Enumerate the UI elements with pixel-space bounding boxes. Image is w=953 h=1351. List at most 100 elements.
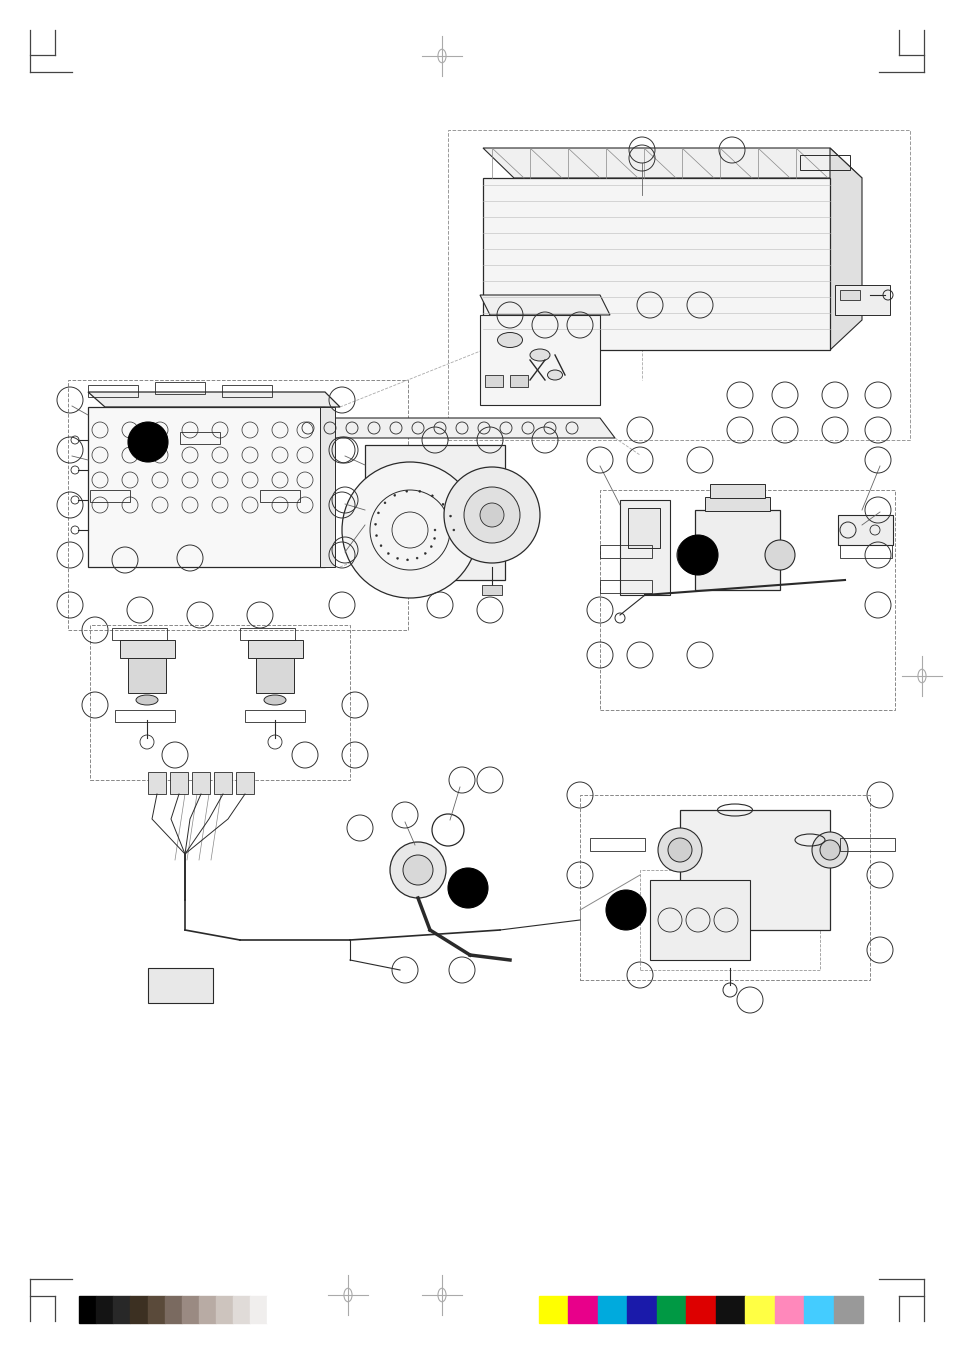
Bar [657, 1297, 686, 1323]
Circle shape [430, 546, 432, 547]
Bar [88, 407, 325, 567]
Bar [834, 285, 889, 315]
Circle shape [396, 558, 398, 559]
Bar [481, 585, 501, 594]
Bar [704, 497, 769, 511]
Circle shape [479, 503, 503, 527]
Bar [840, 544, 891, 558]
Bar [627, 1297, 657, 1323]
Bar [619, 500, 669, 594]
Circle shape [453, 530, 455, 531]
Circle shape [405, 490, 407, 492]
Bar [482, 178, 829, 350]
Circle shape [406, 559, 408, 561]
Circle shape [379, 544, 381, 547]
Circle shape [463, 486, 519, 543]
Bar [112, 628, 167, 640]
Bar [198, 1297, 215, 1323]
Circle shape [341, 462, 477, 598]
Bar [128, 658, 166, 693]
Polygon shape [479, 295, 609, 315]
Polygon shape [88, 392, 339, 407]
Bar [448, 130, 909, 440]
Bar [255, 658, 294, 693]
Bar [484, 376, 502, 386]
Bar [180, 432, 220, 444]
Bar [235, 771, 253, 794]
Bar [833, 1297, 862, 1323]
Bar [250, 1297, 267, 1323]
Bar [90, 490, 130, 503]
Bar [365, 444, 504, 580]
Bar [131, 1297, 148, 1323]
Ellipse shape [136, 694, 158, 705]
Circle shape [394, 494, 395, 496]
Polygon shape [829, 149, 862, 350]
Bar [120, 640, 174, 658]
Circle shape [449, 515, 451, 517]
Bar [222, 385, 272, 397]
Bar [627, 508, 659, 549]
Ellipse shape [264, 694, 286, 705]
Bar [79, 1297, 96, 1323]
Circle shape [441, 504, 443, 505]
Bar [213, 771, 232, 794]
Circle shape [424, 553, 426, 554]
Bar [215, 1297, 233, 1323]
Bar [96, 1297, 113, 1323]
Circle shape [431, 494, 433, 497]
Ellipse shape [547, 370, 562, 380]
Circle shape [820, 840, 840, 861]
Bar [88, 385, 138, 397]
Bar [639, 870, 820, 970]
Bar [148, 1297, 165, 1323]
Bar [248, 640, 303, 658]
Circle shape [390, 842, 446, 898]
Circle shape [375, 535, 377, 536]
Circle shape [658, 828, 701, 871]
Bar [686, 1297, 715, 1323]
Circle shape [677, 536, 712, 573]
Circle shape [811, 832, 847, 867]
Bar [68, 380, 408, 630]
Circle shape [678, 535, 718, 576]
Circle shape [387, 553, 389, 554]
Bar [715, 1297, 744, 1323]
Bar [181, 1297, 198, 1323]
Bar [803, 1297, 833, 1323]
Circle shape [384, 501, 386, 504]
Circle shape [128, 422, 168, 462]
Bar [568, 1297, 598, 1323]
Bar [599, 490, 894, 711]
Bar [192, 771, 210, 794]
Bar [837, 515, 892, 544]
Bar [260, 490, 299, 503]
Circle shape [418, 490, 420, 492]
Ellipse shape [530, 349, 550, 361]
Bar [840, 290, 859, 300]
Circle shape [448, 867, 488, 908]
Bar [589, 838, 644, 851]
Polygon shape [482, 149, 862, 178]
Bar [115, 711, 174, 721]
Circle shape [402, 855, 433, 885]
Bar [113, 1297, 131, 1323]
Circle shape [605, 890, 645, 929]
Ellipse shape [497, 332, 522, 347]
Bar [233, 1297, 250, 1323]
Circle shape [416, 557, 417, 559]
Bar [599, 580, 651, 593]
Bar [170, 771, 188, 794]
Bar [709, 484, 764, 499]
Circle shape [443, 467, 539, 563]
Bar [165, 1297, 181, 1323]
Circle shape [377, 512, 379, 513]
Bar [148, 969, 213, 1002]
Bar [154, 382, 205, 394]
Bar [510, 376, 527, 386]
Bar [598, 1297, 627, 1323]
Bar [599, 544, 651, 558]
Bar [579, 794, 869, 979]
Circle shape [434, 530, 436, 531]
Bar [148, 771, 166, 794]
